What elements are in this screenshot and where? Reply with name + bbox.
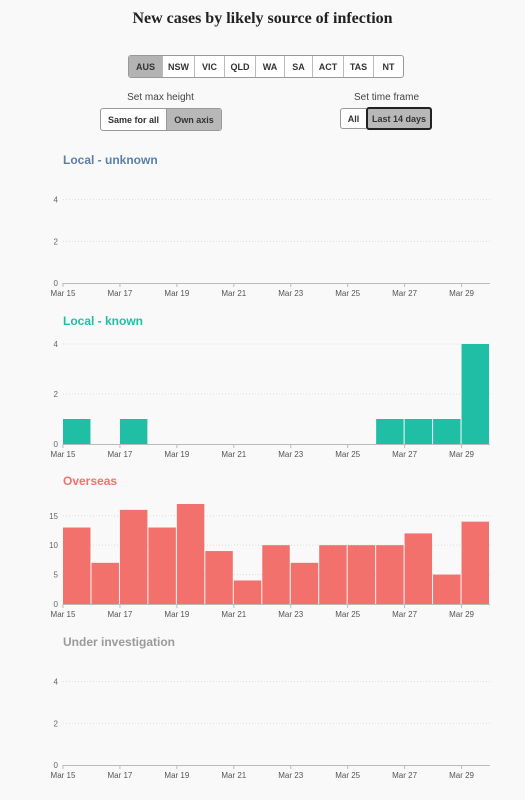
x-tick-label: Mar 27 — [392, 450, 417, 459]
y-tick-label: 2 — [54, 390, 59, 399]
x-tick-label: Mar 29 — [449, 610, 474, 619]
time-frame-label: Set time frame — [353, 92, 420, 103]
chart-overseas: 0 5 10 15 Mar 15 Mar 17 Mar 19 Mar 21 Mar 23 Mar … — [49, 504, 490, 619]
panel-title-under-investigation: Under investigation — [63, 635, 176, 649]
y-tick-label: 4 — [54, 678, 59, 687]
bar-mar-21 — [233, 580, 262, 604]
x-tick-label: Mar 19 — [164, 450, 189, 459]
x-tick-label: Mar 17 — [107, 610, 132, 619]
y-tick-label: 10 — [49, 541, 58, 550]
y-tick-label: 5 — [54, 571, 59, 580]
bar-mar-24 — [319, 545, 347, 604]
y-tick-label: 2 — [54, 237, 59, 246]
bar-mar-26 — [376, 545, 404, 604]
y-tick-label: 4 — [54, 340, 59, 349]
same-for-all-option[interactable]: Same for all — [101, 109, 167, 130]
x-tick-label: Mar 25 — [335, 450, 360, 459]
x-tick-label: Mar 27 — [392, 610, 417, 619]
bar-mar-26 — [376, 419, 404, 444]
x-tick-label: Mar 15 — [51, 289, 76, 298]
x-tick-label: Mar 25 — [335, 610, 360, 619]
region-button-sa[interactable]: SA — [285, 56, 313, 77]
bar-mar-16 — [91, 562, 119, 604]
own-axis-option[interactable]: Own axis — [167, 109, 221, 130]
panel-title-overseas: Overseas — [63, 474, 118, 488]
max-height-toggle: Same for all Own axis — [100, 108, 222, 131]
x-tick-label: Mar 15 — [51, 610, 76, 619]
bar-mar-29 — [461, 344, 489, 444]
y-tick-label: 0 — [54, 761, 59, 770]
x-tick-label: Mar 27 — [392, 289, 417, 298]
x-tick-label: Mar 19 — [164, 610, 189, 619]
region-button-act[interactable]: ACT — [313, 56, 344, 77]
region-button-aus[interactable]: AUS — [129, 56, 163, 77]
bar-mar-17 — [119, 509, 148, 604]
x-tick-label: Mar 25 — [335, 771, 360, 780]
y-tick-label: 0 — [54, 440, 59, 449]
chart-title: New cases by likely source of infection — [132, 10, 393, 27]
x-tick-label: Mar 17 — [107, 771, 132, 780]
x-tick-label: Mar 17 — [107, 289, 132, 298]
last-14-days-option[interactable]: Last 14 days — [366, 107, 432, 130]
x-tick-label: Mar 29 — [449, 771, 474, 780]
y-tick-label: 2 — [54, 719, 59, 728]
x-tick-label: Mar 25 — [335, 289, 360, 298]
bar-mar-22 — [262, 545, 290, 604]
region-selector: AUS NSW VIC QLD WA SA ACT TAS NT — [128, 55, 404, 78]
x-tick-label: Mar 15 — [51, 771, 76, 780]
bar-mar-19 — [176, 504, 205, 604]
bar-mar-28 — [433, 419, 461, 444]
bar-mar-27 — [404, 533, 433, 604]
chart-under-investigation: 0 2 4 Mar 15 Mar 17 Mar 19 Mar 21 Mar 23 Mar 25 M… — [51, 678, 490, 780]
bar-mar-25 — [347, 545, 376, 604]
x-tick-label: Mar 23 — [278, 610, 303, 619]
bar-mar-15 — [63, 419, 91, 444]
chart-local-unknown: 0 2 4 Mar 15 Mar 17 Mar 19 Mar 21 Mar 23 Mar 25 M… — [51, 196, 490, 298]
region-button-wa[interactable]: WA — [256, 56, 285, 77]
y-tick-label: 4 — [54, 196, 59, 205]
bar-mar-23 — [290, 562, 319, 604]
bar-mar-18 — [148, 527, 176, 604]
x-tick-label: Mar 21 — [221, 450, 246, 459]
region-button-nt[interactable]: NT — [382, 61, 395, 72]
x-tick-label: Mar 23 — [278, 771, 303, 780]
panel-title-local-unknown: Local - unknown — [63, 153, 158, 167]
bar-mar-28 — [433, 574, 461, 604]
x-tick-label: Mar 29 — [449, 450, 474, 459]
all-option[interactable]: All — [340, 108, 366, 129]
x-tick-label: Mar 19 — [164, 771, 189, 780]
region-button-vic[interactable]: VIC — [195, 56, 225, 77]
bar-mar-29 — [461, 521, 489, 604]
x-tick-label: Mar 15 — [51, 450, 76, 459]
y-tick-label: 0 — [54, 600, 59, 609]
bar-mar-27 — [404, 419, 433, 444]
bar-mar-17 — [119, 419, 148, 444]
x-tick-label: Mar 21 — [221, 610, 246, 619]
y-tick-label: 15 — [49, 512, 58, 521]
chart-local-known: 0 2 4 Mar 15 Mar 17 Mar 19 Mar 21 Mar 23 Mar 25 M… — [51, 340, 490, 459]
x-tick-label: Mar 23 — [278, 450, 303, 459]
x-tick-label: Mar 19 — [164, 289, 189, 298]
region-button-nsw[interactable]: NSW — [163, 56, 195, 77]
y-tick-label: 0 — [54, 279, 59, 288]
bar-mar-20 — [205, 551, 233, 604]
max-height-label: Set max height — [127, 92, 194, 103]
panel-title-local-known: Local - known — [63, 314, 144, 328]
x-tick-label: Mar 17 — [107, 450, 132, 459]
x-tick-label: Mar 29 — [449, 289, 474, 298]
x-tick-label: Mar 21 — [221, 771, 246, 780]
x-tick-label: Mar 23 — [278, 289, 303, 298]
region-button-qld[interactable]: QLD — [225, 56, 256, 77]
x-tick-label: Mar 27 — [392, 771, 417, 780]
time-frame-toggle: All Last 14 days — [340, 107, 432, 130]
x-tick-label: Mar 21 — [221, 289, 246, 298]
region-button-tas[interactable]: TAS — [344, 56, 374, 77]
bar-mar-15 — [63, 527, 91, 604]
